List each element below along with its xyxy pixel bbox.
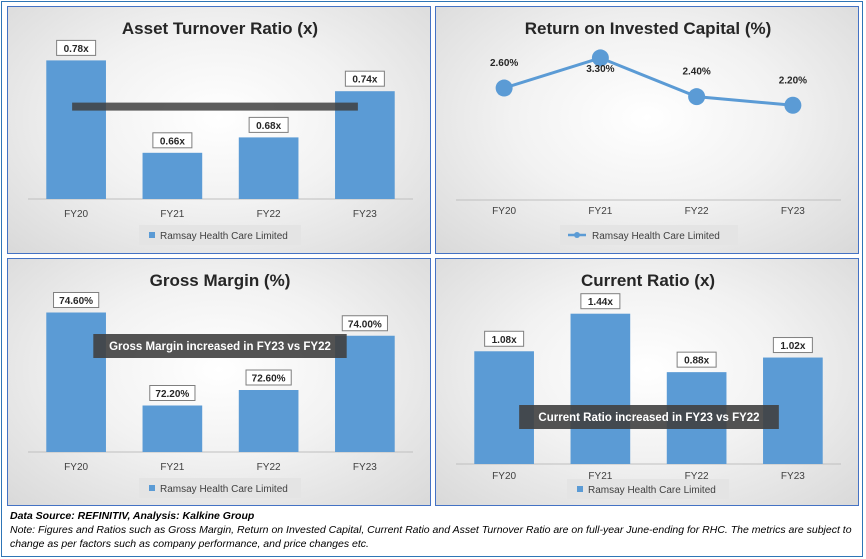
x-tick-label: FY22: [685, 206, 709, 217]
annotation-box: [93, 334, 347, 358]
current-ratio-chart: Current Ratio (x) FY20 FY21 FY22 FY23 1.08x 1…: [456, 271, 841, 499]
x-tick-label: FY21: [160, 209, 184, 220]
x-tick-label: FY20: [64, 209, 88, 220]
x-tick-label: FY20: [492, 206, 516, 217]
bar: [238, 137, 299, 199]
x-tick-label: FY22: [257, 209, 281, 220]
legend-label: Ramsay Health Care Limited: [588, 485, 716, 496]
footer-note: Note: Figures and Ratios such as Gross M…: [10, 524, 852, 550]
x-tick-label: FY20: [64, 462, 88, 473]
x-tick-label: FY21: [588, 471, 612, 482]
x-tick-label: FY22: [685, 471, 709, 482]
data-label: 0.68x: [256, 121, 281, 132]
current-ratio-panel: Current Ratio (x) FY20 FY21 FY22 FY23 1.08x 1…: [435, 258, 859, 506]
x-tick-label: FY21: [588, 206, 612, 217]
data-label-box: [344, 70, 385, 87]
data-label: 2.40%: [682, 67, 710, 78]
series-line: [503, 56, 794, 107]
trend-bar-overlay: [72, 102, 358, 111]
data-label: 0.74x: [352, 75, 377, 86]
data-label-box: [484, 330, 525, 347]
gross-margin-panel: Gross Margin (%) FY20 FY21 FY22 FY23 74.60% 7…: [7, 258, 431, 506]
asset-turnover-panel: Asset Turnover Ratio (x) FY20 FY21 FY22 FY2…: [7, 6, 431, 254]
data-label: 0.88x: [684, 356, 709, 367]
data-label: 72.60%: [252, 374, 286, 385]
bar-swatch-icon: [149, 232, 155, 238]
chart-legend: Ramsay Health Care Limited: [139, 478, 301, 498]
chart-title: Gross Margin (%): [150, 271, 291, 290]
x-tick-label: FY23: [353, 209, 377, 220]
line-point: [688, 88, 706, 106]
data-label: 1.44x: [588, 297, 613, 308]
data-label: 2.60%: [490, 58, 518, 69]
annotation-text: Gross Margin increased in FY23 vs FY22: [109, 341, 331, 353]
data-label-box: [772, 337, 813, 354]
chart-legend: Ramsay Health Care Limited: [139, 225, 301, 245]
asset-turnover-chart: Asset Turnover Ratio (x) FY20 FY21 FY22 FY2…: [28, 19, 413, 245]
data-label: 0.66x: [160, 136, 185, 147]
data-label-box: [149, 385, 196, 401]
data-label-box: [341, 315, 388, 332]
data-source: Data Source: REFINITIV, Analysis: Kalkin…: [10, 510, 255, 522]
bar: [570, 313, 631, 464]
data-label-box: [56, 39, 97, 56]
data-label-box: [248, 116, 289, 133]
data-label-box: [152, 132, 193, 149]
bar: [46, 60, 106, 200]
annotation-text: Current Ratio increased in FY23 vs FY22: [538, 412, 759, 424]
data-label: 3.30%: [586, 64, 614, 75]
data-label: 1.02x: [780, 341, 805, 352]
data-label-box: [580, 293, 621, 310]
legend-label: Ramsay Health Care Limited: [592, 231, 720, 242]
x-tick-label: FY20: [492, 471, 516, 482]
data-label: 0.78x: [64, 44, 89, 55]
gross-margin-chart: Gross Margin (%) FY20 FY21 FY22 FY23 74.60% 7…: [28, 271, 413, 498]
x-tick-label: FY23: [781, 206, 805, 217]
annotation-box: [519, 405, 779, 429]
chart-legend: Ramsay Health Care Limited: [560, 225, 738, 245]
legend-box: [567, 479, 729, 499]
roic-panel: Return on Invested Capital (%) FY20 FY21 F…: [435, 6, 859, 254]
bar: [142, 152, 203, 199]
x-tick-label: FY23: [353, 462, 377, 473]
bar-swatch-icon: [577, 486, 583, 492]
line-point: [784, 96, 802, 114]
bar: [238, 390, 299, 452]
bar-swatch-icon: [149, 485, 155, 491]
bar: [46, 312, 106, 452]
chart-title: Current Ratio (x): [581, 271, 715, 290]
data-label-box: [53, 292, 100, 308]
x-tick-label: FY23: [781, 471, 805, 482]
data-label: 2.20%: [779, 75, 807, 86]
legend-box: [139, 478, 301, 498]
chart-title: Asset Turnover Ratio (x): [122, 19, 318, 38]
x-tick-label: FY21: [160, 462, 184, 473]
data-label: 1.08x: [492, 335, 517, 346]
data-label: 74.00%: [348, 319, 382, 330]
line-point: [495, 79, 513, 97]
data-label: 72.20%: [155, 389, 189, 400]
x-tick-label: FY22: [257, 462, 281, 473]
chart-title: Return on Invested Capital (%): [525, 19, 772, 38]
legend-box: [560, 225, 738, 245]
line-marker-dot-icon: [574, 232, 580, 238]
legend-box: [139, 225, 301, 245]
legend-label: Ramsay Health Care Limited: [160, 484, 288, 495]
bar: [142, 405, 203, 452]
data-label: 74.60%: [59, 296, 93, 307]
chart-legend: Ramsay Health Care Limited: [567, 479, 729, 499]
footer: Data Source: REFINITIV, Analysis: Kalkin…: [10, 509, 856, 551]
data-label-box: [676, 351, 717, 368]
line-point: [591, 49, 609, 67]
data-label-box: [245, 369, 292, 386]
roic-chart: Return on Invested Capital (%) FY20 FY21 F…: [456, 19, 841, 245]
legend-label: Ramsay Health Care Limited: [160, 231, 288, 242]
